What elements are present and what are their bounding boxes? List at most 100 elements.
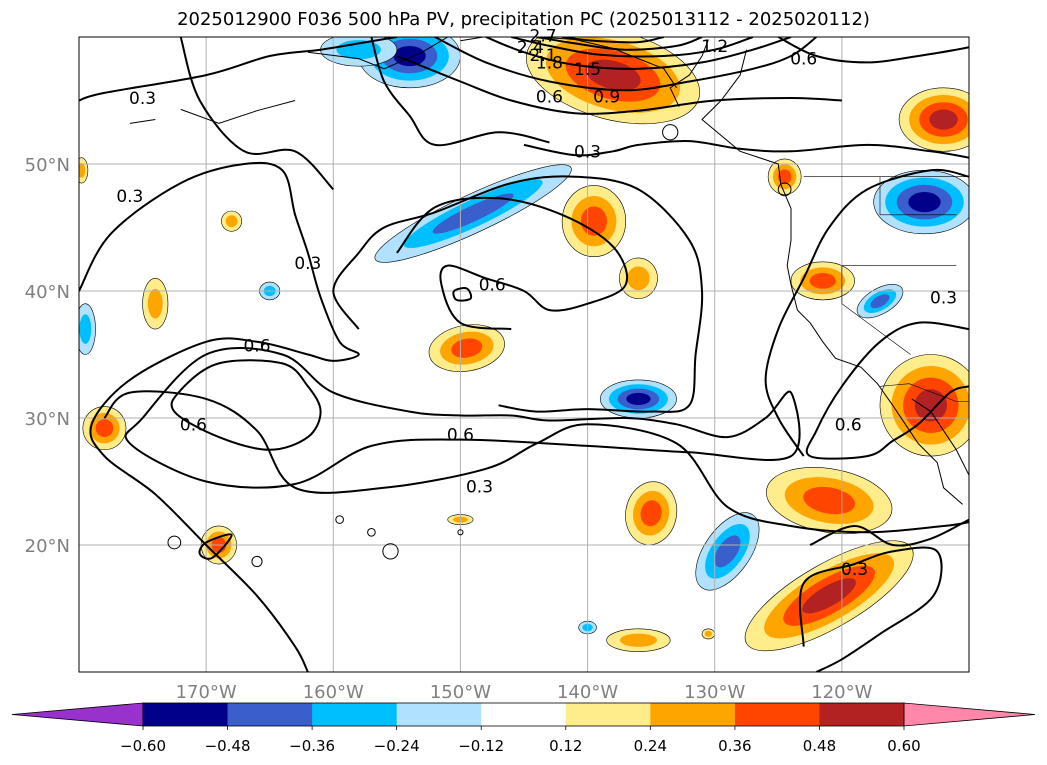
island — [662, 124, 679, 141]
precip-level — [147, 288, 163, 319]
precip-region — [695, 512, 760, 591]
precip-region — [320, 37, 398, 67]
contour-label: 2.1 — [530, 46, 557, 66]
island — [167, 535, 182, 550]
colorbar-tick-label: 0.48 — [803, 737, 836, 755]
precip-level — [908, 191, 941, 213]
precip-region — [619, 257, 658, 299]
pv-contour — [179, 37, 335, 191]
coastline — [180, 100, 296, 124]
pv-contour — [777, 37, 969, 64]
axis-tick-labels: 170°W 160°W 150°W 140°W 130°W 120°W 50°N 40°N 30… — [25, 155, 873, 703]
colorbar-bin — [565, 703, 651, 726]
colorbar-tick-label: −0.48 — [205, 737, 251, 755]
coastline — [911, 398, 969, 476]
pv-contour — [511, 37, 754, 58]
colorbar: −0.60 −0.48 −0.36 −0.24 −0.12 0.12 0.24 0.36 0.4… — [11, 702, 1036, 755]
pv-contour — [79, 37, 398, 102]
island — [367, 527, 376, 537]
pv-contour — [124, 347, 801, 489]
lat-tick-label: 30°N — [25, 409, 70, 430]
island — [335, 515, 344, 524]
pv-contour — [198, 533, 233, 560]
colorbar-tick-label: 0.36 — [718, 737, 751, 755]
colorbar-bin — [650, 703, 736, 726]
precip-region — [898, 87, 969, 152]
border-line — [879, 176, 957, 216]
colorbar-tick-label: −0.60 — [120, 737, 166, 755]
contour-label: 0.6 — [447, 426, 474, 446]
precip-region — [79, 157, 89, 184]
colorbar-bin — [312, 703, 398, 726]
coastline — [669, 39, 709, 108]
pv-contour — [485, 37, 792, 70]
lon-tick-label: 170°W — [176, 682, 237, 703]
pv-contour — [805, 321, 969, 460]
contour-label: 0.6 — [180, 415, 207, 435]
colorbar-tick-label: −0.24 — [374, 737, 420, 755]
contour-label: 1.8 — [536, 53, 563, 73]
contour-label: 0.9 — [593, 88, 620, 108]
precip-region — [606, 628, 671, 652]
contour-labels: 0.3 0.3 0.3 0.3 0.3 0.3 0.3 0.6 0.6 0.6 0.6 0.6 0.6 0… — [116, 27, 957, 580]
pv-contour — [396, 55, 842, 115]
precip-region — [221, 210, 243, 232]
border-line — [879, 383, 969, 402]
pv-contour — [536, 37, 703, 51]
precip-region — [744, 540, 914, 652]
precip-level — [914, 389, 948, 422]
precip-level — [777, 169, 792, 185]
precip-level — [225, 215, 238, 228]
island — [251, 555, 263, 568]
pv-contour — [170, 359, 322, 451]
precip-region — [374, 164, 572, 263]
pv-contour — [332, 175, 704, 413]
precip-region — [82, 406, 127, 451]
pv-contour — [370, 37, 550, 147]
precip-level — [640, 500, 662, 527]
contour-label: 0.6 — [790, 50, 817, 70]
precip-level — [870, 294, 890, 309]
precip-level — [626, 392, 651, 406]
contour-label: 0.3 — [116, 187, 143, 207]
colorbar-bin — [143, 703, 229, 726]
precip-region — [790, 261, 855, 301]
contour-label: 0.6 — [835, 415, 862, 435]
pv-contour — [809, 518, 969, 547]
precip-region — [142, 278, 169, 330]
colorbar-frame — [142, 702, 905, 727]
colorbar-bin — [734, 703, 820, 726]
precip-level — [79, 162, 86, 178]
precip-level — [802, 578, 856, 614]
lon-tick-label: 120°W — [811, 682, 872, 703]
contour-label: 1.2 — [701, 37, 728, 57]
pv-contours — [79, 37, 969, 672]
colorbar-under-extend — [11, 702, 144, 727]
colorbar-bin — [819, 703, 905, 726]
contour-label: 0.6 — [479, 276, 506, 296]
contour-label: 0.3 — [466, 478, 493, 498]
island — [777, 182, 792, 197]
pv-contour — [798, 546, 943, 672]
lon-tick-label: 160°W — [303, 682, 364, 703]
island — [382, 543, 399, 560]
precip-level — [79, 314, 92, 344]
precip-level — [451, 338, 483, 358]
precip-level — [809, 272, 836, 289]
precip-region — [701, 628, 716, 640]
colorbar-tick-label: 0.24 — [634, 737, 667, 755]
precip-region — [599, 379, 677, 419]
precip-level — [619, 633, 657, 647]
precip-region — [428, 324, 505, 372]
contour-label: 2.4 — [517, 38, 544, 58]
precip-level — [95, 419, 114, 438]
lon-tick-label: 130°W — [684, 682, 745, 703]
coastline — [129, 119, 156, 124]
lon-tick-label: 140°W — [557, 682, 618, 703]
precip-region — [79, 303, 96, 355]
map-title: 2025012900 F036 500 hPa PV, precipitatio… — [177, 9, 870, 30]
pv-contour — [396, 196, 629, 331]
pv-contour — [561, 37, 665, 44]
precip-region — [873, 170, 969, 235]
